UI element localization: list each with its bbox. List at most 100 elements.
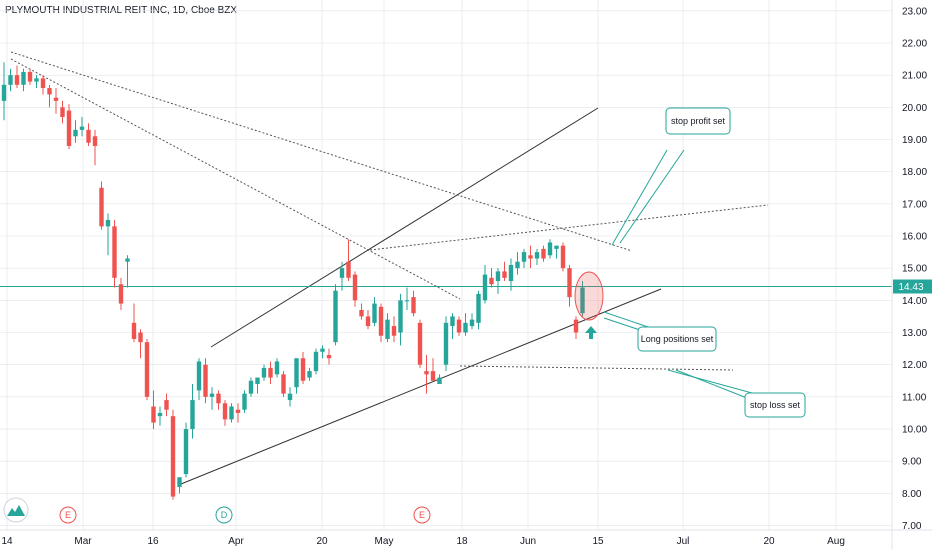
candle-body[interactable] xyxy=(131,322,137,339)
candle-body[interactable] xyxy=(190,400,195,430)
earnings-marker-1[interactable]: E xyxy=(59,506,77,524)
candle-body[interactable] xyxy=(287,393,293,401)
candle-body[interactable] xyxy=(424,371,429,375)
dividend-marker[interactable]: D xyxy=(215,506,233,524)
candle-body[interactable] xyxy=(463,322,468,333)
candle-body[interactable] xyxy=(411,297,416,314)
candle-body[interactable] xyxy=(521,252,527,262)
candle-body[interactable] xyxy=(157,412,163,417)
highlight-ellipse[interactable] xyxy=(574,271,604,321)
candle-body[interactable] xyxy=(437,377,442,384)
candle-body[interactable] xyxy=(105,219,111,227)
candle-body[interactable] xyxy=(450,316,455,327)
channel-lower-line[interactable] xyxy=(180,288,662,485)
candle-body[interactable] xyxy=(229,406,234,420)
candle-body[interactable] xyxy=(294,358,299,388)
candle-body[interactable] xyxy=(242,393,247,410)
candle-body[interactable] xyxy=(268,367,273,378)
candle-body[interactable] xyxy=(378,306,384,336)
candle-body[interactable] xyxy=(580,287,585,314)
candle-body[interactable] xyxy=(170,416,176,497)
candle-body[interactable] xyxy=(489,277,494,285)
channel-upper-line[interactable] xyxy=(210,107,599,348)
candle-body[interactable] xyxy=(209,393,215,397)
candle-body[interactable] xyxy=(53,97,59,101)
candle-body[interactable] xyxy=(125,258,130,262)
candle-body[interactable] xyxy=(222,403,228,420)
candle-body[interactable] xyxy=(300,358,306,381)
candle-body[interactable] xyxy=(1,84,7,101)
candle-body[interactable] xyxy=(352,274,358,301)
candle-body[interactable] xyxy=(8,75,13,85)
candle-body[interactable] xyxy=(274,361,280,375)
candle-body[interactable] xyxy=(404,300,410,302)
candle-body[interactable] xyxy=(203,364,208,397)
candle-body[interactable] xyxy=(112,226,117,278)
candle-body[interactable] xyxy=(333,290,338,343)
candle-body[interactable] xyxy=(528,255,533,259)
candle-body[interactable] xyxy=(235,409,241,413)
candle-body[interactable] xyxy=(164,400,169,410)
candle-body[interactable] xyxy=(372,303,377,323)
candle-body[interactable] xyxy=(138,332,143,343)
candle-body[interactable] xyxy=(196,361,202,391)
downtrend-line-lower[interactable] xyxy=(10,58,461,300)
resistance-dotted-line[interactable] xyxy=(369,204,769,251)
candle-body[interactable] xyxy=(495,271,501,282)
candle-body[interactable] xyxy=(27,71,33,82)
earnings-marker-2[interactable]: E xyxy=(413,506,431,524)
support-dotted-line[interactable] xyxy=(459,365,734,371)
candle-body[interactable] xyxy=(534,252,540,259)
candle-body[interactable] xyxy=(86,129,91,143)
candle-body[interactable] xyxy=(261,367,267,378)
candle-body[interactable] xyxy=(151,406,156,423)
candle-body[interactable] xyxy=(118,284,124,304)
candle-body[interactable] xyxy=(482,274,488,301)
candle-body[interactable] xyxy=(177,477,182,487)
candle-body[interactable] xyxy=(469,319,475,327)
candle-body[interactable] xyxy=(326,355,332,359)
candle-body[interactable] xyxy=(248,380,254,394)
candle-body[interactable] xyxy=(502,271,507,278)
candle-body[interactable] xyxy=(430,371,436,381)
candle-body[interactable] xyxy=(40,78,46,89)
candle-body[interactable] xyxy=(47,88,52,95)
candle-body[interactable] xyxy=(34,78,39,82)
candle-body[interactable] xyxy=(391,326,397,336)
candle-body[interactable] xyxy=(476,293,481,323)
candle-body[interactable] xyxy=(443,322,449,365)
candle-body[interactable] xyxy=(560,245,566,269)
candle-body[interactable] xyxy=(99,187,104,227)
candle-body[interactable] xyxy=(508,264,514,282)
candle-body[interactable] xyxy=(417,322,423,365)
candle-body[interactable] xyxy=(515,261,520,269)
candle-body[interactable] xyxy=(385,319,390,339)
candle-body[interactable] xyxy=(79,126,85,130)
long-positions-callout[interactable]: Long positions set xyxy=(603,311,717,352)
candle-body[interactable] xyxy=(92,136,98,146)
logo-icon[interactable] xyxy=(3,497,29,523)
candle-body[interactable] xyxy=(21,71,26,85)
candle-body[interactable] xyxy=(359,309,364,317)
candle-body[interactable] xyxy=(14,75,20,85)
candle-body[interactable] xyxy=(541,248,546,259)
candle-body[interactable] xyxy=(183,429,189,475)
candle-body[interactable] xyxy=(346,261,351,278)
downtrend-line-upper[interactable] xyxy=(10,51,633,252)
candle-body[interactable] xyxy=(320,348,325,352)
candle-body[interactable] xyxy=(281,374,286,394)
candle-body[interactable] xyxy=(307,371,312,378)
candle-body[interactable] xyxy=(313,351,319,372)
candle-body[interactable] xyxy=(573,319,579,333)
candle-body[interactable] xyxy=(365,316,371,327)
candle-body[interactable] xyxy=(73,129,78,137)
candle-body[interactable] xyxy=(547,242,553,256)
candle-body[interactable] xyxy=(456,319,462,333)
candle-body[interactable] xyxy=(339,268,345,278)
candle-body[interactable] xyxy=(66,110,72,146)
candle-body[interactable] xyxy=(144,342,150,397)
candle-body[interactable] xyxy=(216,393,221,404)
candle-body[interactable] xyxy=(60,107,65,117)
stop-profit-callout[interactable]: stop profit set xyxy=(611,107,731,246)
